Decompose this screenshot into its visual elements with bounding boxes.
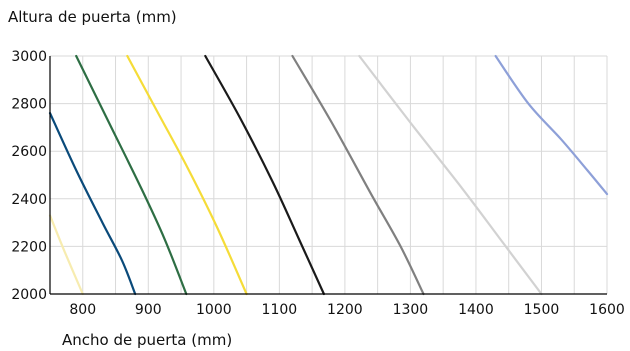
y-tick-label: 3000 <box>11 49 47 65</box>
series-lines <box>48 54 609 296</box>
y-axis-label: Altura de puerta (mm) <box>8 8 177 26</box>
y-tick-label: 2400 <box>11 192 47 208</box>
series-line-4 <box>126 54 248 296</box>
y-tick-label: 2000 <box>11 287 47 303</box>
series-line-1 <box>48 214 84 296</box>
series-line-2 <box>48 112 137 296</box>
tick-labels: 2000 2200 2400 2600 2800 3000 800 900 1000 1100 12… <box>11 49 624 318</box>
y-tick-label: 2800 <box>11 97 47 113</box>
x-tick-label: 900 <box>135 302 162 318</box>
series-line-5 <box>204 54 326 296</box>
grid <box>49 55 608 295</box>
series-line-8 <box>494 54 609 196</box>
x-tick-label: 1400 <box>458 302 494 318</box>
x-tick-label: 1200 <box>327 302 363 318</box>
x-tick-label: 1100 <box>262 302 298 318</box>
x-tick-label: 1000 <box>196 302 232 318</box>
series-line-7 <box>358 54 543 296</box>
y-tick-label: 2200 <box>11 239 47 255</box>
x-axis-label: Ancho de puerta (mm) <box>62 331 233 349</box>
x-tick-label: 1600 <box>589 302 625 318</box>
x-tick-label: 1500 <box>524 302 560 318</box>
x-tick-label: 800 <box>69 302 96 318</box>
series-line-6 <box>291 54 425 296</box>
y-tick-label: 2600 <box>11 144 47 160</box>
axes <box>49 56 607 295</box>
x-tick-label: 1300 <box>393 302 429 318</box>
series-line-3 <box>75 54 188 296</box>
